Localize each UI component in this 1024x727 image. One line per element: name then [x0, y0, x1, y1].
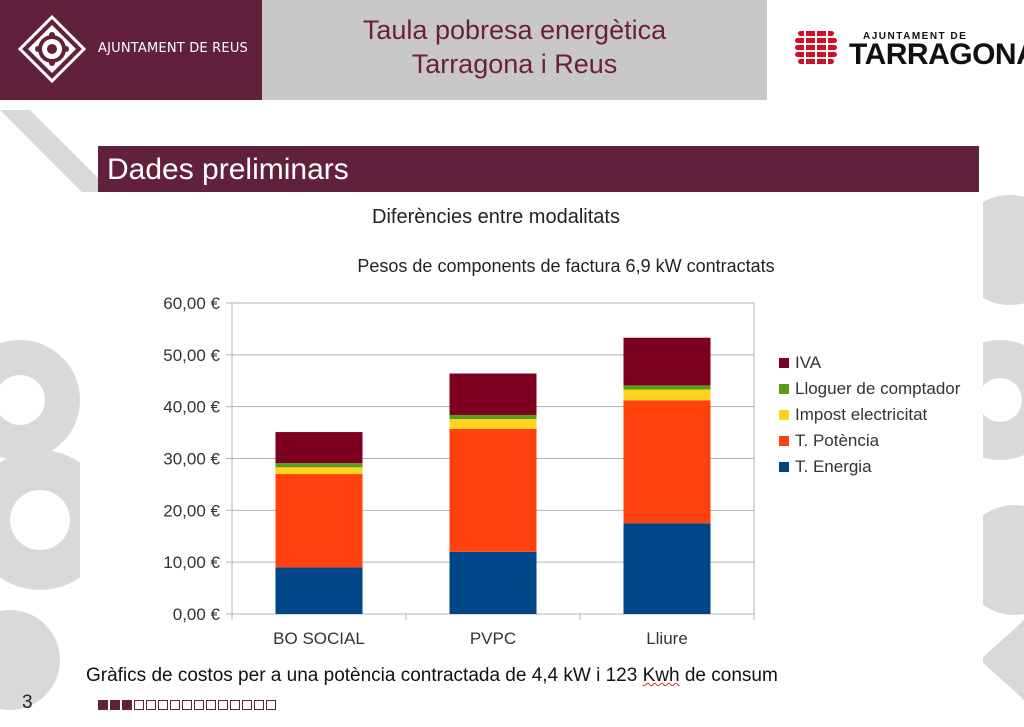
legend-label: Impost electricitat [795, 405, 928, 424]
x-tick-label: PVPC [470, 629, 516, 648]
progress-square [206, 700, 216, 710]
legend-swatch [779, 410, 789, 420]
progress-square [134, 700, 144, 710]
legend-label: IVA [795, 353, 822, 372]
slide-title-line2: Tarragona i Reus [411, 49, 618, 79]
bar-segment [623, 400, 711, 524]
legend-swatch [779, 436, 789, 446]
reus-logo-panel: AJUNTAMENT DE REUS [0, 0, 262, 100]
tarragona-logo-panel: AJUNTAMENT DE TARRAGONA [767, 0, 1024, 100]
bar-segment [275, 463, 363, 468]
y-tick-label: 60,00 € [163, 294, 220, 313]
x-tick-label: Lliure [646, 629, 688, 648]
caption-kwh-text: Kwh [642, 665, 680, 686]
progress-square [122, 700, 132, 710]
bar-segment [623, 337, 711, 386]
progress-square [194, 700, 204, 710]
bar-segment [275, 567, 363, 614]
tarragona-logo-icon [795, 31, 837, 64]
slide-title-line1: Taula pobresa energètica [362, 15, 667, 45]
bar-segment [449, 414, 537, 420]
y-tick-label: 0,00 € [173, 605, 221, 624]
y-tick-label: 30,00 € [163, 450, 220, 469]
bar-segment [623, 385, 711, 390]
progress-square [158, 700, 168, 710]
progress-square [170, 700, 180, 710]
progress-square [254, 700, 264, 710]
bar-segment [449, 428, 537, 552]
legend-swatch [779, 462, 789, 472]
chart-x-axis: BO SOCIAL PVPC Lliure [231, 614, 755, 648]
chart-y-axis: 0,00 € 10,00 € 20,00 € 30,00 € 40,00 € 50,00 … [163, 294, 232, 624]
caption-text-after: de consum [679, 665, 778, 686]
page-number: 3 [22, 692, 33, 713]
chart-panel: Diferències entre modalitats Pesos de co… [80, 192, 983, 692]
slide-header: AJUNTAMENT DE REUS Taula pobresa energèt… [0, 0, 1024, 100]
bar-segment [623, 523, 711, 614]
bar-segment [275, 432, 363, 464]
progress-square [230, 700, 240, 710]
legend-label: T. Energia [795, 457, 872, 476]
chart-title: Diferències entre modalitats [372, 206, 620, 228]
tarragona-org-small: AJUNTAMENT DE [863, 31, 968, 42]
stacked-bar-chart: Diferències entre modalitats Pesos de co… [163, 206, 961, 648]
y-tick-label: 40,00 € [163, 398, 220, 417]
tarragona-org-name: TARRAGONA [849, 38, 1024, 71]
progress-square [218, 700, 228, 710]
section-banner-text: Dades preliminars [107, 153, 349, 186]
y-tick-label: 50,00 € [163, 346, 220, 365]
slide-progress-indicator [98, 700, 276, 710]
section-banner: Dades preliminars [98, 146, 979, 192]
progress-square [110, 700, 120, 710]
chart-bars [275, 337, 711, 614]
y-tick-label: 20,00 € [163, 501, 220, 520]
bar-segment [275, 467, 363, 475]
legend-swatch [779, 358, 789, 368]
x-tick-label: BO SOCIAL [273, 629, 365, 648]
chart-subtitle: Pesos de components de factura 6,9 kW co… [357, 256, 774, 276]
progress-square [182, 700, 192, 710]
caption-text-before: Gràfics de costos per a una potència con… [86, 665, 643, 686]
reus-rose-logo-icon [18, 15, 86, 83]
progress-square [266, 700, 276, 710]
legend-swatch [779, 384, 789, 394]
bar-segment [449, 551, 537, 614]
title-panel: Taula pobresa energètica Tarragona i Reu… [262, 0, 767, 100]
legend-label: T. Potència [795, 431, 880, 450]
y-tick-label: 10,00 € [163, 553, 220, 572]
chart-caption: Gràfics de costos per a una potència con… [86, 665, 778, 687]
bar-segment [449, 373, 537, 415]
progress-square [242, 700, 252, 710]
chart-legend: IVA Lloguer de comptador Impost electricit… [779, 353, 961, 476]
bar-segment [623, 389, 711, 401]
bar-segment [449, 419, 537, 429]
progress-square [98, 700, 108, 710]
bar-segment [275, 474, 363, 568]
reus-org-name: AJUNTAMENT DE REUS [98, 41, 248, 56]
legend-label: Lloguer de comptador [795, 379, 961, 398]
progress-square [146, 700, 156, 710]
